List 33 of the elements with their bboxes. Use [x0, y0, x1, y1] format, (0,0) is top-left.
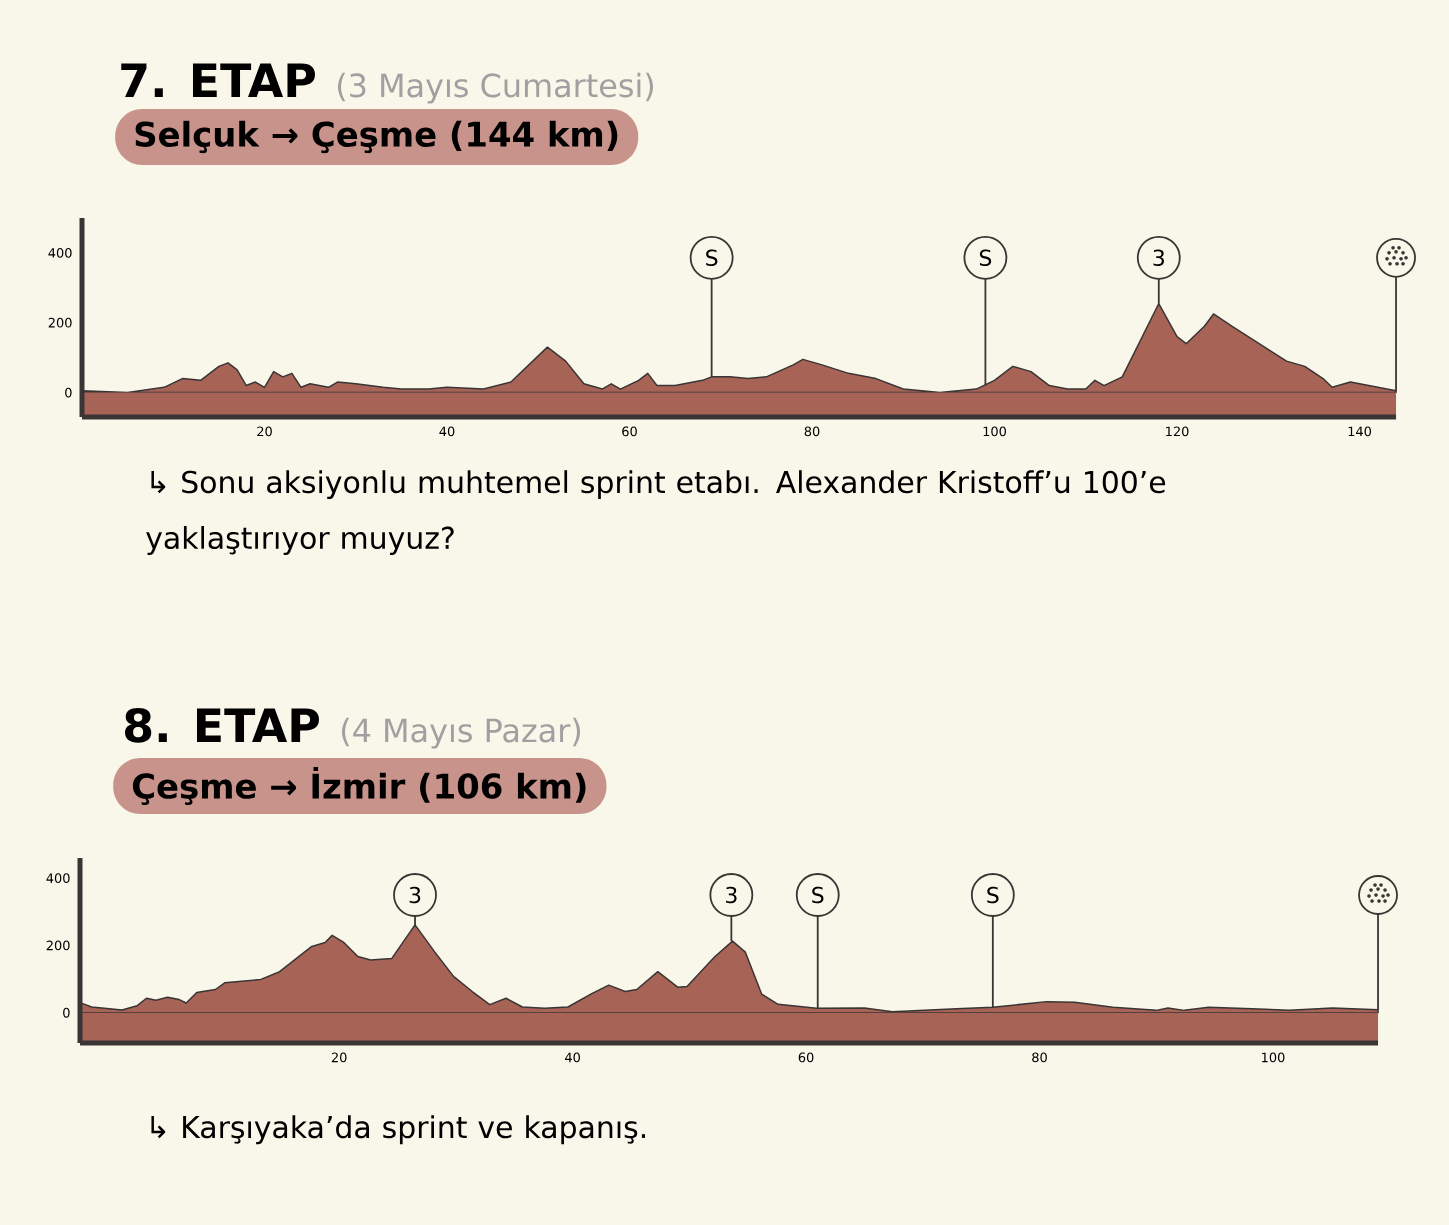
annotation: S	[979, 249, 992, 267]
x-tick-label: 100	[983, 426, 1007, 437]
x-tick-label: 80	[1032, 1052, 1047, 1063]
text: Selçuk → Çeşme (144 km)	[135, 120, 618, 154]
y-tick-label: 0	[65, 387, 72, 398]
x-tick-label: 20	[331, 1052, 347, 1063]
x-tick-label: 20	[257, 426, 272, 437]
x-tick-label: 140	[1348, 426, 1372, 437]
annotation: S	[706, 249, 718, 267]
chart-subtitle: (4 Mayıs Pazar)	[341, 717, 581, 749]
y-tick-label: 400	[46, 873, 70, 884]
x-tick-label: 40	[564, 1052, 580, 1063]
x-tick-label: 40	[439, 426, 455, 437]
y-tick-label: 200	[46, 940, 70, 951]
annotation: 3	[726, 886, 737, 904]
x-tick-label: 120	[1166, 426, 1189, 437]
annotation: S	[812, 886, 824, 904]
chart-subtitle: (3 Mayıs Cumartesi)	[337, 72, 654, 104]
text: ↳ Sonu aksiyonlu muhtemel sprint etabı. Alexander Kristoff’u 100’e yaklaştırıyor muyuz?	[146, 470, 1166, 555]
y-tick-label: 0	[63, 1007, 70, 1018]
x-tick-label: 60	[622, 426, 637, 437]
y-tick-label: 400	[48, 248, 72, 258]
x-tick-label: 60	[798, 1052, 814, 1063]
annotation: 3	[409, 886, 421, 904]
y-tick-label: 200	[48, 317, 72, 328]
annotation: S	[987, 886, 999, 904]
x-tick-label: 80	[804, 426, 820, 437]
chart-title: 7. ETAP	[121, 63, 315, 97]
text: Çeşme → İzmir (106 km)	[132, 766, 586, 806]
chart-title: 8. ETAP	[125, 707, 319, 743]
annotation: 3	[1153, 249, 1164, 267]
text: ↳ Karşıyaka’da sprint ve kapanış.	[151, 1115, 645, 1145]
x-tick-label: 100	[1262, 1052, 1285, 1063]
